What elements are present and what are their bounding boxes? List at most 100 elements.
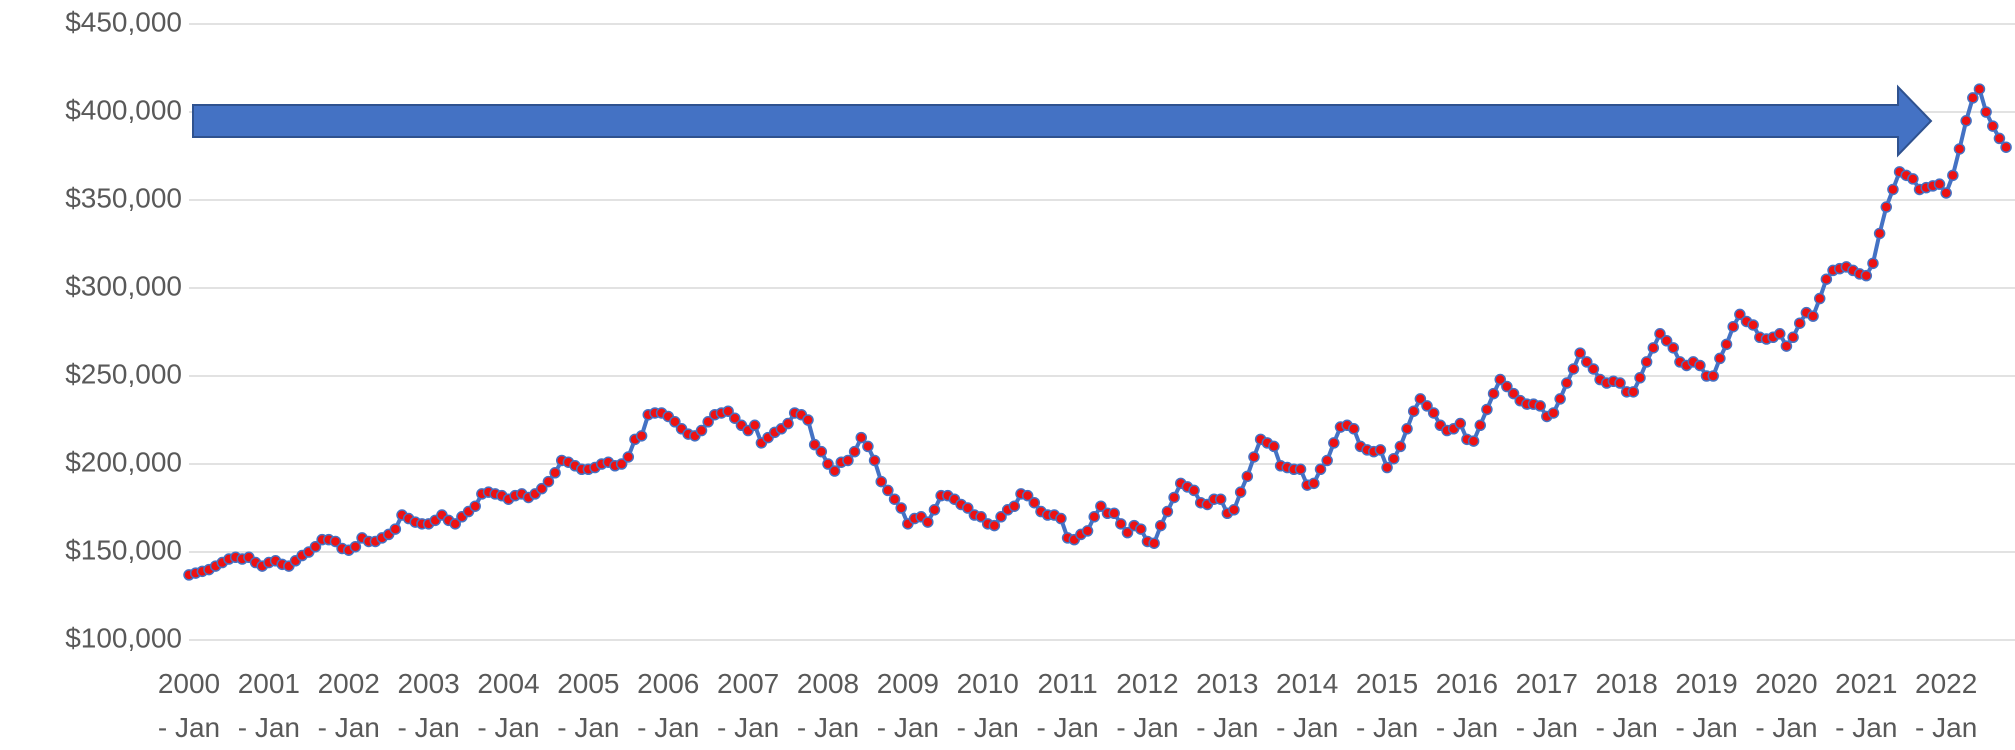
- x-tick-label: 2005 - Jan: [557, 668, 620, 743]
- marker: [1474, 419, 1487, 432]
- marker: [469, 500, 481, 512]
- marker: [862, 440, 874, 453]
- marker: [1241, 470, 1254, 483]
- marker: [1507, 387, 1520, 400]
- marker: [1121, 526, 1134, 539]
- marker: [549, 467, 561, 479]
- marker: [928, 504, 941, 516]
- marker: [1714, 352, 1726, 365]
- marker: [1148, 537, 1160, 549]
- marker: [1155, 519, 1167, 532]
- marker: [1727, 320, 1739, 333]
- marker: [1214, 493, 1227, 505]
- marker: [895, 502, 907, 514]
- marker: [1587, 363, 1600, 375]
- marker: [1774, 328, 1786, 340]
- marker: [1547, 407, 1560, 419]
- marker: [1481, 403, 1493, 416]
- marker: [995, 511, 1007, 523]
- marker: [1321, 454, 1333, 467]
- marker: [1640, 356, 1653, 368]
- marker: [1387, 452, 1400, 465]
- marker: [1787, 331, 1799, 344]
- marker: [1381, 461, 1393, 474]
- marker: [1667, 342, 1680, 354]
- marker: [1654, 328, 1666, 340]
- marker: [1933, 178, 1946, 190]
- marker: [1554, 393, 1566, 405]
- marker: [1660, 335, 1673, 347]
- marker: [1561, 377, 1573, 389]
- marker: [1055, 512, 1067, 525]
- marker: [1228, 504, 1240, 516]
- x-tick-label: 2013 - Jan: [1196, 668, 1259, 743]
- marker: [1880, 201, 1893, 213]
- marker: [1427, 407, 1440, 419]
- marker: [1494, 373, 1506, 386]
- x-tick-label: 2003 - Jan: [397, 668, 460, 743]
- x-tick-label: 2000 - Jan: [157, 668, 221, 743]
- marker: [1467, 435, 1480, 447]
- y-tick-label: $350,000: [65, 182, 182, 213]
- marker: [1973, 83, 1986, 95]
- marker: [702, 416, 714, 428]
- x-tick-label: 2017 - Jan: [1515, 668, 1578, 743]
- x-tick-label: 2006 - Jan: [637, 668, 700, 743]
- marker: [782, 417, 794, 430]
- marker: [1780, 340, 1793, 352]
- marker: [1634, 372, 1646, 384]
- marker: [1328, 437, 1340, 449]
- marker: [1887, 183, 1899, 196]
- marker: [1627, 386, 1640, 398]
- x-tick-label: 2021 - Jan: [1835, 668, 1898, 743]
- marker: [1135, 523, 1147, 535]
- y-tick-label: $150,000: [65, 534, 182, 565]
- marker: [722, 405, 734, 417]
- marker: [449, 518, 461, 530]
- marker: [1734, 308, 1746, 321]
- marker: [1248, 451, 1260, 463]
- marker: [1647, 342, 1660, 354]
- marker: [1581, 356, 1593, 368]
- x-tick-label: 2008 - Jan: [796, 668, 860, 743]
- marker: [1401, 423, 1413, 435]
- marker: [1407, 405, 1420, 417]
- marker: [749, 419, 761, 432]
- marker: [1747, 319, 1759, 331]
- marker: [842, 454, 854, 467]
- marker: [1161, 505, 1174, 518]
- marker: [1095, 500, 1107, 512]
- marker: [1188, 484, 1200, 497]
- x-tick-label: 2016 - Jan: [1435, 668, 1499, 743]
- x-tick-label: 2015 - Jan: [1355, 668, 1419, 743]
- marker: [1115, 518, 1127, 530]
- marker: [1108, 507, 1120, 520]
- marker: [536, 482, 548, 495]
- marker: [855, 431, 868, 444]
- marker: [1967, 92, 1979, 104]
- marker: [542, 475, 555, 488]
- y-tick-label: $250,000: [65, 358, 182, 389]
- marker: [695, 424, 708, 437]
- marker: [802, 414, 814, 426]
- marker: [1294, 463, 1307, 476]
- marker: [868, 454, 881, 467]
- marker: [1614, 377, 1626, 389]
- marker: [1720, 338, 1733, 351]
- marker: [1081, 525, 1094, 537]
- marker: [1707, 370, 1719, 382]
- marker: [1987, 120, 1999, 132]
- marker: [1454, 417, 1467, 430]
- marker: [1314, 463, 1327, 476]
- marker: [1308, 477, 1320, 490]
- marker: [1414, 393, 1427, 405]
- marker: [1940, 187, 1952, 199]
- marker: [1567, 363, 1580, 375]
- marker: [389, 523, 402, 535]
- marker: [1394, 440, 1407, 453]
- marker: [1960, 115, 1972, 127]
- y-tick-label: $300,000: [65, 270, 182, 301]
- x-tick-label: 2009 - Jan: [876, 668, 939, 743]
- x-tick-label: 2022 - Jan: [1915, 668, 1978, 743]
- marker: [635, 430, 648, 442]
